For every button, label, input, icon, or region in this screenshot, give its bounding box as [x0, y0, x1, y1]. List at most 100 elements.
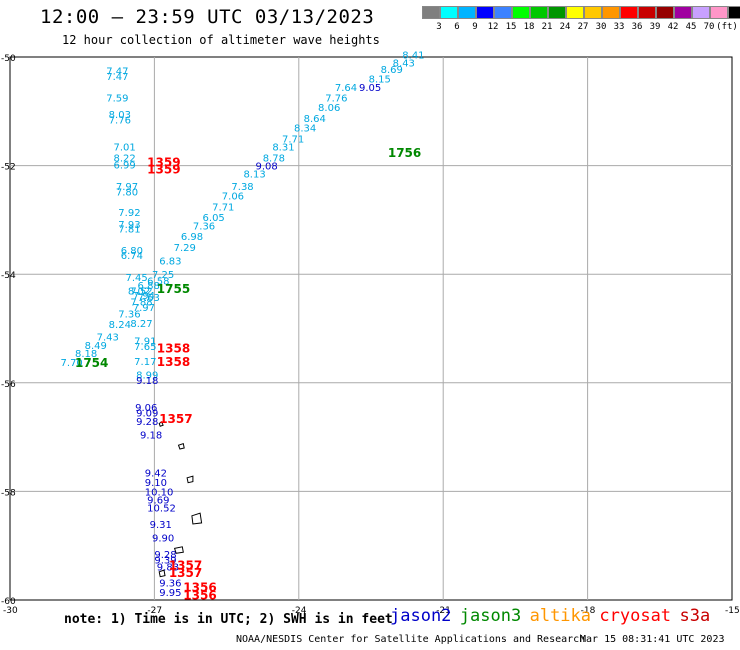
- wave-height-reading: 9.28: [136, 417, 158, 428]
- wave-height-reading: 7.29: [174, 243, 196, 254]
- pass-time-label: 1357: [169, 559, 202, 573]
- color-scale-label: 33: [613, 22, 625, 32]
- wave-height-reading: 7.97: [133, 303, 155, 314]
- credit-text: NOAA/NESDIS Center for Satellite Applica…: [236, 634, 586, 645]
- wave-height-reading: 7.52: [130, 286, 152, 297]
- wave-height-reading: 6.05: [203, 213, 225, 224]
- wave-height-reading: 7.71: [212, 202, 234, 213]
- wave-height-reading: 8.15: [369, 75, 391, 86]
- wave-height-reading: 8.34: [294, 124, 316, 135]
- color-scale-label: (ft): [716, 22, 738, 32]
- wave-height-reading: 7.17: [134, 357, 156, 368]
- color-scale-swatch: [656, 6, 674, 19]
- wave-height-reading: 10.52: [147, 504, 176, 515]
- lat-tick-label: -56: [1, 380, 16, 390]
- map-subtitle: 12 hour collection of altimeter wave hei…: [62, 33, 380, 47]
- wave-height-reading: 9.69: [147, 496, 169, 507]
- island-small-3: [186, 475, 194, 484]
- wave-height-reading: 8.02: [128, 286, 150, 297]
- wave-height-reading: 7.97: [116, 182, 138, 193]
- wave-height-reading: 9.36: [159, 579, 181, 590]
- wave-height-reading: 7.01: [113, 143, 135, 154]
- wave-height-reading: 8.18: [75, 349, 97, 360]
- pass-time-label: 1356: [183, 580, 216, 594]
- lat-tick-label: -54: [1, 271, 16, 281]
- lat-tick-label: -52: [1, 163, 16, 173]
- wave-height-reading: 8.78: [263, 153, 285, 164]
- wave-height-reading: 9.83: [157, 562, 179, 573]
- wave-height-reading: 7.88: [130, 297, 152, 308]
- lon-tick-label: -30: [3, 606, 18, 616]
- wave-height-reading: 6.88: [138, 281, 160, 292]
- color-scale-label: 18: [523, 22, 535, 32]
- lon-tick-label: -24: [292, 606, 307, 616]
- wave-height-reading: 9.39: [154, 555, 176, 566]
- wave-height-reading: 7.43: [97, 333, 119, 344]
- wave-height-reading: 9.10: [145, 478, 167, 489]
- footer-note: note: 1) Time is in UTC; 2) SWH is in fe…: [64, 612, 393, 627]
- map-frame: [9, 56, 733, 601]
- wave-height-reading: 8.27: [130, 319, 152, 330]
- color-scale-label: 27: [577, 22, 589, 32]
- wave-height-reading: 7.47: [106, 72, 128, 83]
- color-scale-label: 21: [541, 22, 553, 32]
- color-scale-swatch: [692, 6, 710, 19]
- wave-height-reading: 6.99: [113, 161, 135, 172]
- color-scale-swatch: [494, 6, 512, 19]
- generation-timestamp: Mar 15 08:31:41 UTC 2023: [580, 634, 725, 645]
- wave-height-reading: 6.83: [159, 257, 181, 268]
- color-scale-label: 36: [631, 22, 643, 32]
- pass-time-label: 1357: [169, 566, 202, 580]
- color-scale-label: 15: [505, 22, 517, 32]
- wave-height-reading: 8.24: [109, 320, 131, 331]
- wave-height-reading: 8.03: [109, 110, 131, 121]
- lat-tick-label: -50: [1, 54, 16, 64]
- color-scale-label: 39: [649, 22, 661, 32]
- color-scale-label: 30: [595, 22, 607, 32]
- color-scale-label: 70: [703, 22, 715, 32]
- wave-height-reading: 7.92: [118, 208, 140, 219]
- wave-height-reading: 7.59: [106, 94, 128, 105]
- wave-height-reading: 9.08: [255, 162, 277, 173]
- wave-height-reading: 7.81: [118, 225, 140, 236]
- color-scale-label: 42: [667, 22, 679, 32]
- wave-height-reading: 7.93: [118, 220, 140, 231]
- wave-height-reading: 7.45: [126, 273, 148, 284]
- wave-height-reading: 6.74: [121, 251, 143, 262]
- pass-time-label: 1359: [147, 155, 180, 169]
- satellite-legend-s3a: s3a: [679, 606, 711, 626]
- color-scale-label: 12: [487, 22, 499, 32]
- pass-time-label: 1754: [75, 356, 108, 370]
- color-scale-swatch: [674, 6, 692, 19]
- lon-tick-label: -21: [436, 606, 451, 616]
- wave-height-reading: 9.06: [135, 403, 157, 414]
- satellite-legend-cryosat: cryosat: [599, 606, 672, 626]
- wave-height-reading: 7.70: [61, 358, 83, 369]
- color-scale-swatch: [638, 6, 656, 19]
- lon-tick-label: -15: [725, 606, 740, 616]
- pass-time-label: 1357: [159, 412, 192, 426]
- wave-height-reading: 7.06: [222, 191, 244, 202]
- island-small-5: [173, 546, 184, 554]
- pass-time-label: 1358: [157, 342, 190, 356]
- color-scale-bar: [422, 6, 740, 19]
- color-scale-label: 3: [436, 22, 442, 32]
- lon-tick-label: -18: [581, 606, 596, 616]
- pass-time-label: 1756: [388, 146, 421, 160]
- color-scale-swatch: [566, 6, 584, 19]
- lon-tick-label: -27: [147, 606, 162, 616]
- color-scale-swatch: [548, 6, 566, 19]
- wave-height-reading: 7.36: [118, 309, 140, 320]
- wave-height-reading: 7.91: [134, 336, 156, 347]
- wave-height-reading: 7.76: [109, 115, 131, 126]
- pass-time-label: 1755: [157, 282, 190, 296]
- color-scale-swatch: [530, 6, 548, 19]
- wave-height-reading: 7.25: [152, 270, 174, 281]
- wave-height-reading: 7.64: [335, 83, 357, 94]
- satellite-legend-jason3: jason3: [459, 606, 522, 626]
- color-scale-swatch: [728, 6, 740, 19]
- wave-height-reading: 6.80: [121, 246, 143, 257]
- color-scale-swatch: [476, 6, 494, 19]
- color-scale-swatch: [710, 6, 728, 19]
- lat-tick-label: -60: [1, 597, 16, 607]
